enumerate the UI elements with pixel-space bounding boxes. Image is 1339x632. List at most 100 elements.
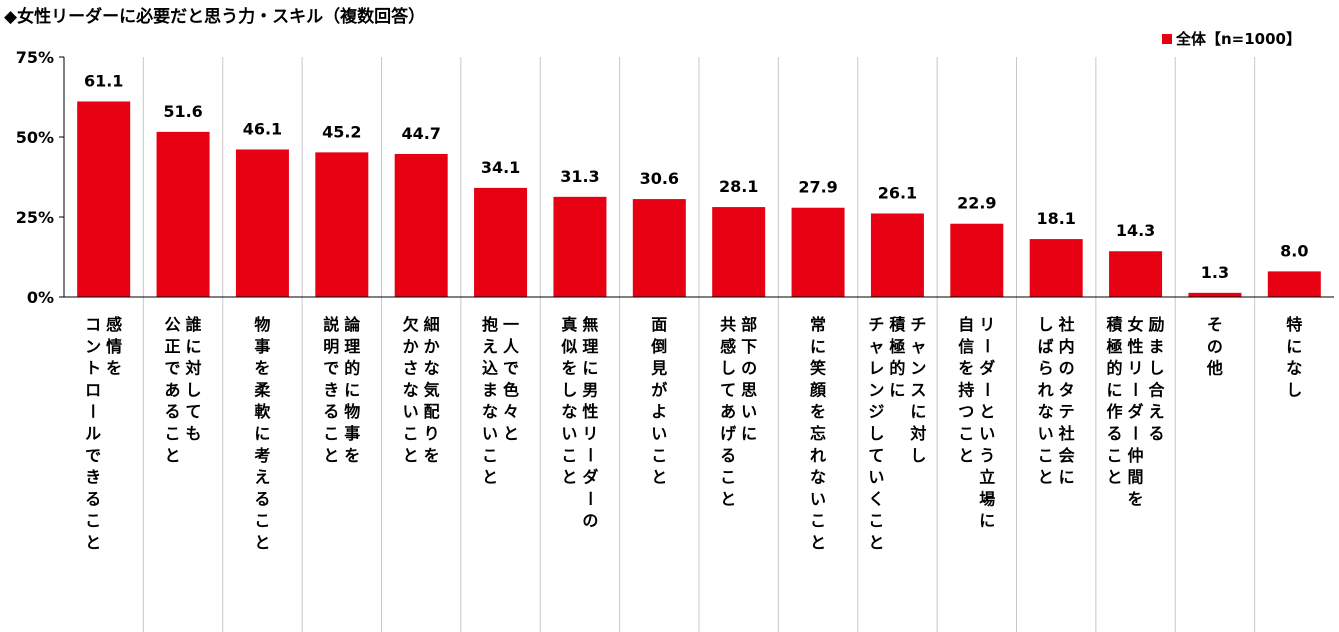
category-label-char: ー xyxy=(1126,425,1145,441)
category-label-char: ら xyxy=(1038,359,1054,378)
category-label-char: 込 xyxy=(482,359,498,378)
category-label-char: ャ xyxy=(868,337,884,356)
category-label-char: 他 xyxy=(1206,359,1223,378)
bar xyxy=(870,213,924,297)
category-label-char: る xyxy=(720,446,736,465)
category-label: その他 xyxy=(1206,315,1223,378)
category-label-char: 信 xyxy=(958,337,974,356)
bar xyxy=(1267,271,1321,297)
category-label-char: を xyxy=(561,359,577,378)
category-label-char: し xyxy=(910,446,926,465)
category-label-char: き xyxy=(85,468,101,487)
category-label-char: ト xyxy=(85,359,101,378)
category-label-char: こ xyxy=(651,446,667,465)
data-label: 27.9 xyxy=(798,178,837,197)
category-label-char: こ xyxy=(958,424,974,443)
category-label-char: と xyxy=(1038,468,1054,487)
category-label-char: を xyxy=(424,446,440,465)
data-label: 51.6 xyxy=(163,102,202,121)
category-label-char: に xyxy=(1286,337,1302,356)
legend-label: 全体【n=1000】 xyxy=(1176,30,1301,48)
category-label-char: い xyxy=(403,402,419,421)
category-label-char: る xyxy=(1107,424,1123,443)
category-label-char: 対 xyxy=(185,359,202,378)
category-label-char: に xyxy=(979,511,995,530)
category-label-char: ャ xyxy=(910,337,926,356)
category-label-char: つ xyxy=(958,402,974,421)
data-label: 28.1 xyxy=(719,177,758,196)
category-label-char: 抱 xyxy=(482,315,498,334)
y-tick-label: 0% xyxy=(27,288,54,307)
category-label-char: よ xyxy=(651,402,667,421)
category-label-char: が xyxy=(651,380,667,399)
category-label-char: を xyxy=(958,359,974,378)
category-label-char: に xyxy=(1107,380,1123,399)
category-label-char: に xyxy=(344,380,360,399)
category-label-char: き xyxy=(323,380,339,399)
category-label-char: 極 xyxy=(1106,337,1123,356)
bar xyxy=(394,153,448,297)
category-label-char: 見 xyxy=(650,359,667,378)
category-label-char: く xyxy=(868,489,884,508)
category-label-char: リ xyxy=(1128,359,1144,378)
category-label-char: い xyxy=(651,424,667,443)
category-label-char: こ xyxy=(323,424,339,443)
category-label-char: 事 xyxy=(344,424,360,443)
category-label-char: し xyxy=(868,424,884,443)
category-label-char: 対 xyxy=(909,424,926,443)
category-label-char: ダ xyxy=(1128,402,1144,421)
category-label-char: る xyxy=(85,489,101,508)
category-label-char: 物 xyxy=(254,315,270,334)
category-label-char: で xyxy=(323,359,339,378)
category-label-char: に xyxy=(741,424,757,443)
data-label: 14.3 xyxy=(1116,221,1155,240)
category-label-char: と xyxy=(323,446,339,465)
category-label-char: 部 xyxy=(741,315,757,334)
category-label-char: と xyxy=(720,489,736,508)
category-label-char: の xyxy=(1207,337,1223,356)
category-label-char: 面 xyxy=(651,315,667,334)
category-label-char: 場 xyxy=(979,489,995,508)
category-label-char: を xyxy=(810,402,826,421)
bar xyxy=(950,223,1004,297)
category-label-char: 極 xyxy=(888,337,905,356)
category-label-char: 笑 xyxy=(810,359,826,378)
legend-swatch xyxy=(1162,33,1172,44)
category-label-char: 倒 xyxy=(650,337,667,356)
data-label: 44.7 xyxy=(401,124,440,143)
category-label-char: 的 xyxy=(1107,359,1123,378)
category-label-char: に xyxy=(186,337,202,356)
category-label-char: の xyxy=(741,359,757,378)
category-label-char: 共 xyxy=(720,315,736,334)
category-label-char: 立 xyxy=(979,468,995,487)
category-label-char: 真 xyxy=(561,315,577,334)
category-label-char: 無 xyxy=(582,315,598,334)
category-label-char: ば xyxy=(1038,337,1054,356)
category-label-char: な xyxy=(403,380,419,399)
data-label: 61.1 xyxy=(84,71,123,90)
category-label-char: な xyxy=(482,402,498,421)
category-label-char: こ xyxy=(1038,446,1054,465)
category-label-char: に xyxy=(1059,468,1075,487)
y-tick-label: 75% xyxy=(16,48,54,67)
category-label-char: 説 xyxy=(323,315,339,334)
category-label-char: ま xyxy=(1149,337,1165,356)
y-tick-label: 25% xyxy=(16,208,54,227)
category-label-char: ー xyxy=(580,490,599,506)
category-label-char: い xyxy=(741,402,757,421)
category-label-char: 特 xyxy=(1286,315,1302,334)
category-label-char: こ xyxy=(720,468,736,487)
bar xyxy=(791,207,845,297)
category-label-char: げ xyxy=(720,424,737,443)
category-label-char: と xyxy=(165,446,181,465)
data-label: 22.9 xyxy=(957,194,996,213)
category-label-char: チ xyxy=(868,315,884,334)
category-label-char: え xyxy=(254,468,270,487)
category-label-char: 女 xyxy=(1128,315,1144,334)
